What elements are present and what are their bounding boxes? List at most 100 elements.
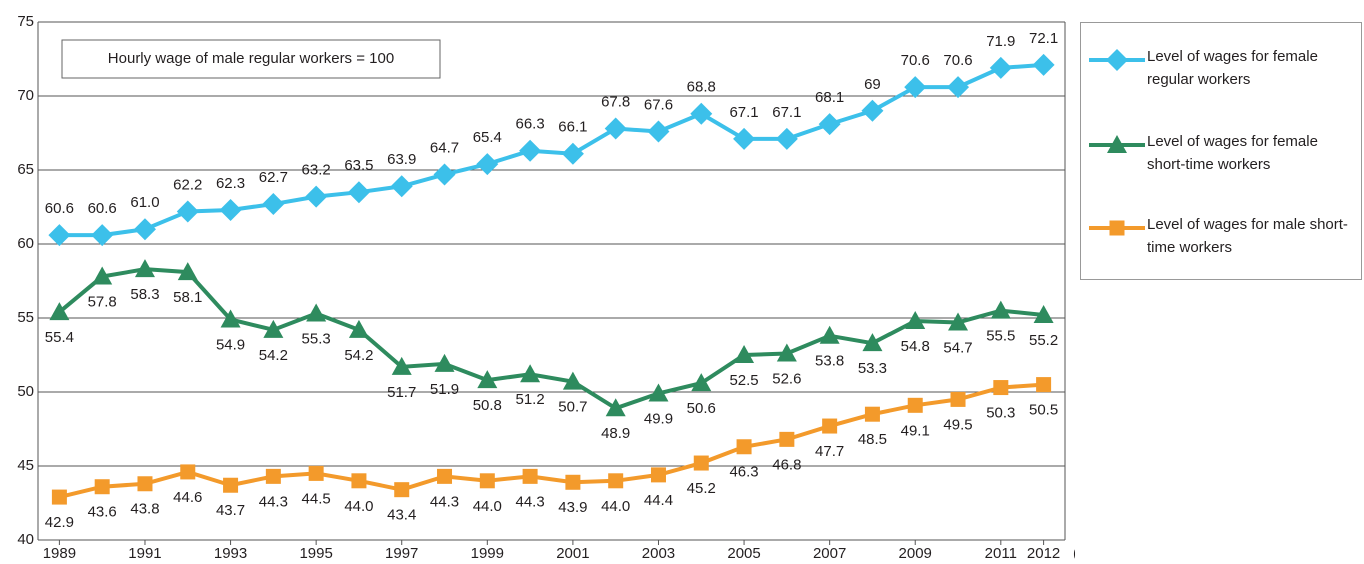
data-label: 53.8 [815,353,844,370]
data-label: 54.9 [216,336,245,353]
series-line [59,62,1044,238]
legend-swatch [1089,135,1145,153]
data-label: 46.3 [729,464,758,481]
point [693,455,709,471]
point [864,406,880,422]
series-line [58,267,1044,411]
data-label: 55.5 [986,328,1015,345]
data-label: 63.9 [387,151,416,168]
data-label: 58.3 [130,286,159,303]
data-label: 52.5 [729,372,758,389]
point [1036,377,1052,393]
data-label: 51.9 [430,381,459,398]
data-label: 61.0 [130,194,159,211]
point [733,127,756,150]
data-label: 57.8 [88,294,117,311]
data-label: 46.8 [772,456,801,473]
point [736,439,752,455]
x-tick-label: 1997 [385,545,418,562]
legend-label: Level of wages for female regular worker… [1147,48,1318,88]
point [779,431,795,447]
x-tick-label: 2005 [727,545,760,562]
point [905,310,926,329]
data-label: 49.5 [943,416,972,433]
data-label: 63.2 [302,162,331,179]
point [180,464,196,480]
data-label: 44.6 [173,489,202,506]
y-tick-label: 75 [17,13,34,30]
point [220,309,241,328]
point [520,364,541,383]
point [647,120,670,143]
data-label: 58.1 [173,289,202,306]
point [308,465,324,481]
point [306,303,327,322]
x-tick-label: 1999 [471,545,504,562]
x-tick-label: 1989 [43,545,76,562]
data-label: 67.8 [601,94,630,111]
data-label: 45.2 [687,480,716,497]
annotation-box [61,39,441,79]
data-label: 52.6 [772,370,801,387]
point [479,473,495,489]
data-label: 62.3 [216,175,245,192]
point [51,489,67,505]
legend-item: Level of wages for female short-time wor… [1081,130,1361,190]
x-tick-label: 2003 [642,545,675,562]
chart: Hourly wage of male regular workers = 10… [17,13,1075,562]
y-tick-label: 60 [17,235,34,252]
point [390,175,413,198]
point [605,398,626,417]
data-label: 71.9 [986,33,1015,50]
data-label: 66.3 [516,116,545,133]
x-tick-label: 2009 [899,545,932,562]
data-label: 67.6 [644,96,673,113]
point [394,482,410,498]
legend-item: Level of wages for female regular worker… [1081,45,1361,105]
annotation: Hourly wage of male regular workers = 10… [108,50,394,67]
point [348,319,369,338]
data-label: 47.7 [815,443,844,460]
point [690,102,713,125]
point [1032,53,1055,76]
y-tick-label: 50 [17,383,34,400]
data-label: 68.1 [815,89,844,106]
data-label: 55.4 [45,329,74,346]
point [608,473,624,489]
data-label: 43.7 [216,502,245,519]
data-label: 44.3 [259,493,288,510]
legend-marker [1109,220,1125,236]
point [1033,305,1054,324]
y-tick-label: 40 [17,531,34,548]
point [650,467,666,483]
point [219,198,242,221]
data-label: 65.4 [473,129,502,146]
legend-item: Level of wages for male short-time worke… [1081,213,1361,273]
point [94,479,110,495]
point [565,474,581,490]
data-label: 49.1 [901,422,930,439]
data-label: 53.3 [858,360,887,377]
data-label: 44.5 [302,490,331,507]
point [437,468,453,484]
data-label: 44.0 [344,498,373,515]
data-label: 50.3 [986,405,1015,422]
point [691,373,712,392]
data-label: 69 [864,76,881,93]
point [176,200,199,223]
point [648,383,669,402]
data-label: 55.2 [1029,332,1058,349]
legend-marker [1107,135,1127,153]
point [48,224,71,247]
point [434,353,455,372]
x-tick-label: 2001 [556,545,589,562]
data-label: 44.3 [430,493,459,510]
point [776,343,797,362]
point [522,468,538,484]
x-tick-label: 2007 [813,545,846,562]
point [223,477,239,493]
point [861,99,884,122]
y-tick-label: 45 [17,457,34,474]
data-label: 72.1 [1029,30,1058,47]
data-label: 50.7 [558,399,587,416]
